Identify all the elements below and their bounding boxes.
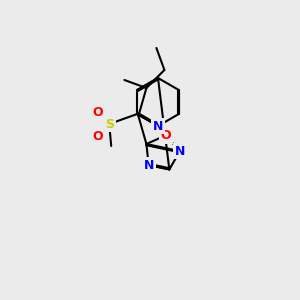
Text: O: O: [160, 129, 171, 142]
Text: N: N: [143, 158, 154, 172]
Text: O: O: [92, 106, 103, 118]
Text: N: N: [153, 119, 163, 133]
Text: N: N: [175, 145, 185, 158]
Text: O: O: [92, 130, 103, 142]
Text: S: S: [105, 118, 114, 130]
